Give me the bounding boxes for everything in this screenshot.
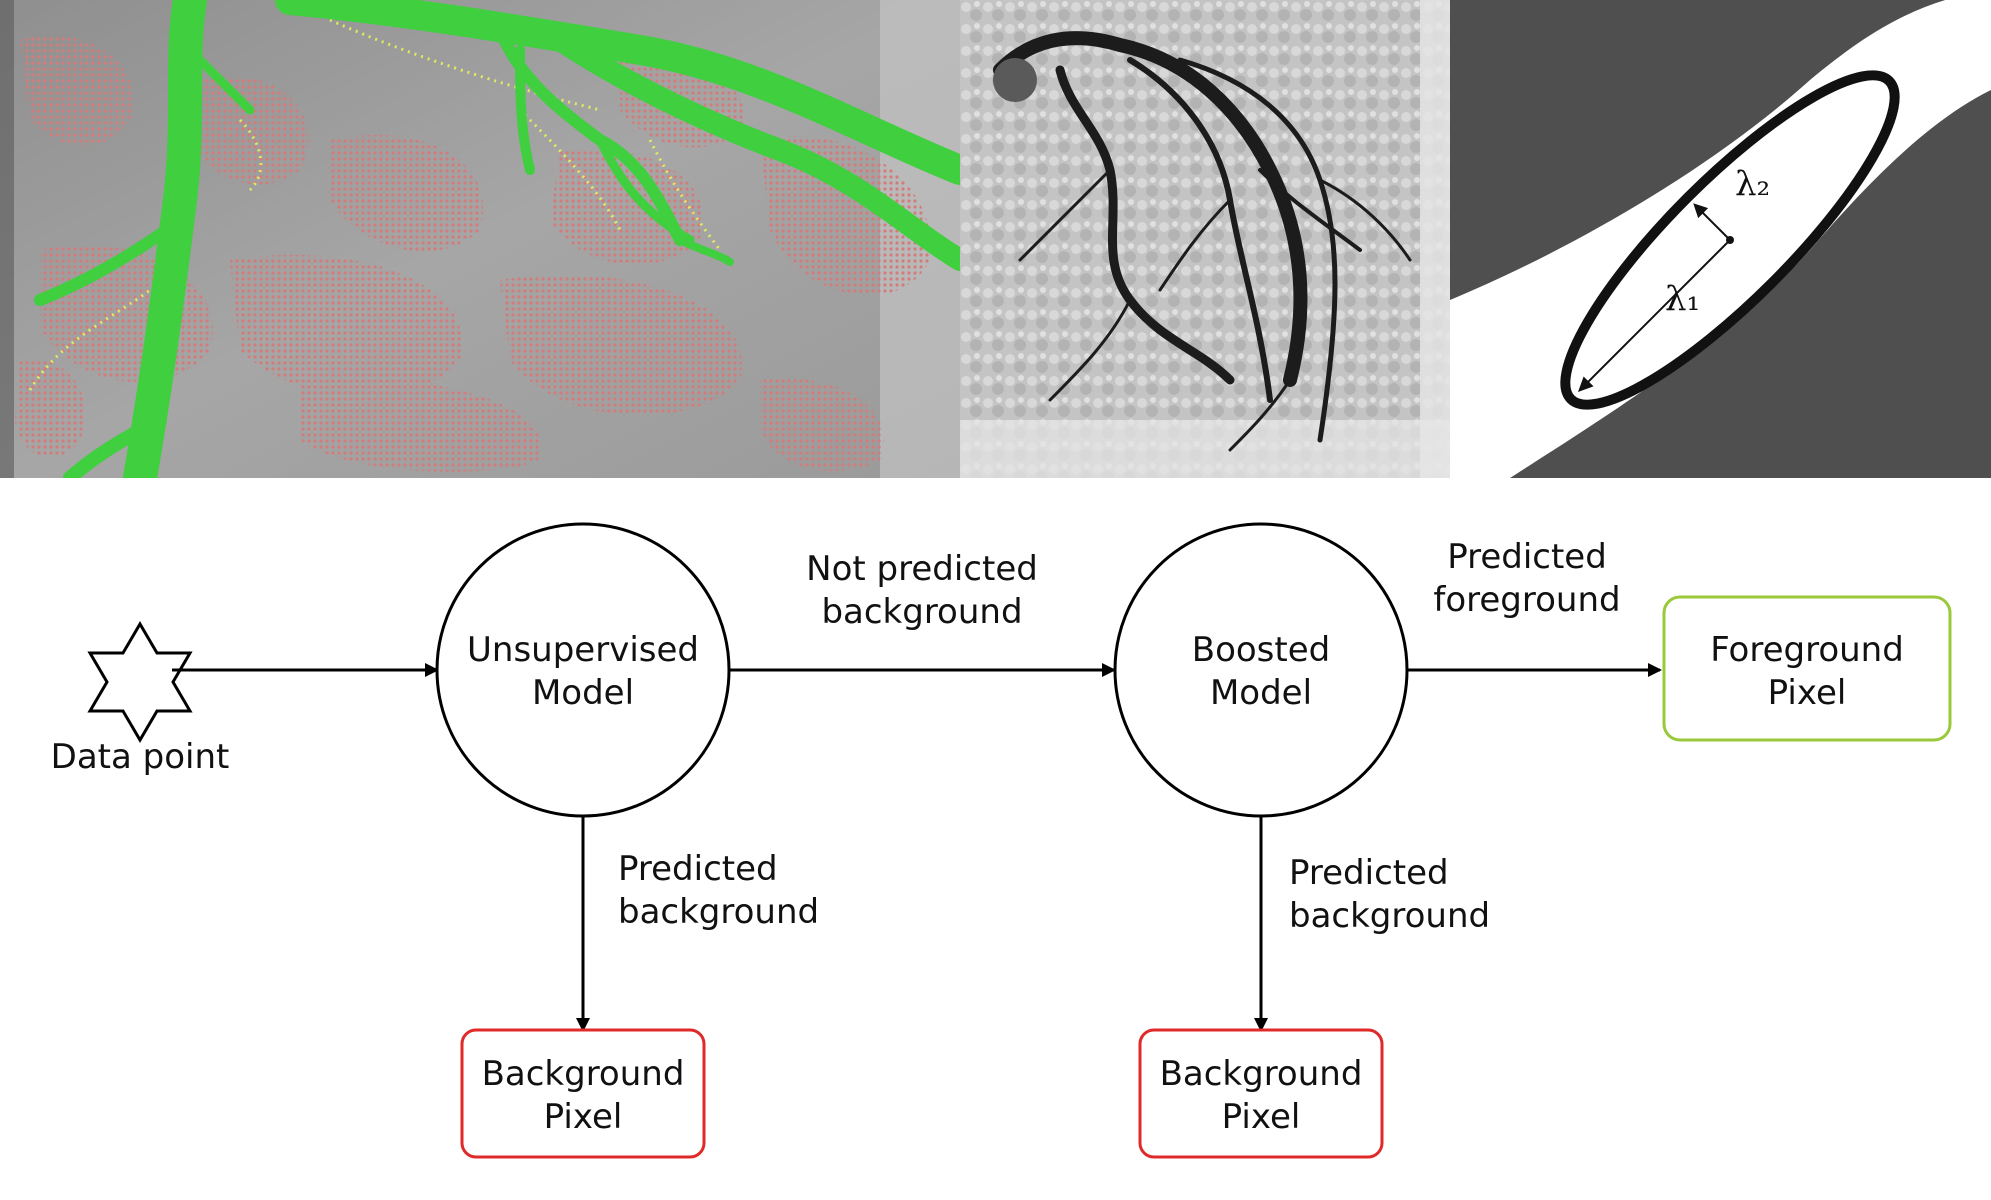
background-pixel-node-unsupervised xyxy=(460,1028,706,1159)
vesselness-filtered-image xyxy=(960,0,1450,478)
background-pixel-b-label-1: Background xyxy=(1160,1054,1363,1094)
lambda1-label: λ₁ xyxy=(1665,279,1700,319)
classification-flowchart: Data point Unsupervised Model Boosted Mo… xyxy=(51,522,1952,1159)
data-point-label: Data point xyxy=(51,737,230,777)
vessel-boundary-highlight xyxy=(28,18,722,391)
boosted-model-label-1: Boosted xyxy=(1192,630,1330,670)
segmentation-overlay-image xyxy=(0,0,960,478)
lambda2-label: λ₂ xyxy=(1735,164,1770,204)
edge-label-predicted-bg-b-1: Predicted xyxy=(1289,853,1449,893)
edge-label-predicted-bg-a-1: Predicted xyxy=(618,849,778,889)
unsupervised-model-node xyxy=(435,522,731,818)
vessel-band xyxy=(1450,0,1991,478)
data-point-star-icon xyxy=(87,621,193,743)
foreground-pixel-label-2: Pixel xyxy=(1768,673,1847,713)
foreground-pixel-label-1: Foreground xyxy=(1710,630,1904,670)
background-pixel-a-label-1: Background xyxy=(482,1054,685,1094)
unsupervised-model-label-2: Model xyxy=(532,673,634,713)
eigenvalue-ellipse-image: λ₁ λ₂ xyxy=(1450,0,1991,478)
boosted-model-label-2: Model xyxy=(1210,673,1312,713)
catheter-blob xyxy=(993,58,1037,102)
lambda2-axis xyxy=(1699,209,1731,241)
edge-label-predicted-bg-a-2: background xyxy=(618,892,819,932)
edge-label-predicted-fg-1: Predicted xyxy=(1447,537,1607,577)
foreground-pixel-node xyxy=(1662,595,1952,742)
boosted-model-node xyxy=(1113,522,1409,818)
lambda1-axis xyxy=(1584,239,1731,386)
segmented-vessels xyxy=(34,0,960,478)
unsupervised-model-label-1: Unsupervised xyxy=(467,630,699,670)
edge-label-not-predicted-bg-2: background xyxy=(821,592,1022,632)
background-pixel-a-label-2: Pixel xyxy=(544,1097,623,1137)
edge-label-predicted-fg-2: foreground xyxy=(1433,580,1620,620)
background-pixel-b-label-2: Pixel xyxy=(1222,1097,1301,1137)
vessel-tree xyxy=(993,31,1412,452)
hessian-ellipse xyxy=(1560,70,1900,410)
edge-label-not-predicted-bg-1: Not predicted xyxy=(806,549,1038,589)
edge-label-predicted-bg-b-2: background xyxy=(1289,896,1490,936)
background-pixel-node-boosted xyxy=(1138,1028,1384,1159)
